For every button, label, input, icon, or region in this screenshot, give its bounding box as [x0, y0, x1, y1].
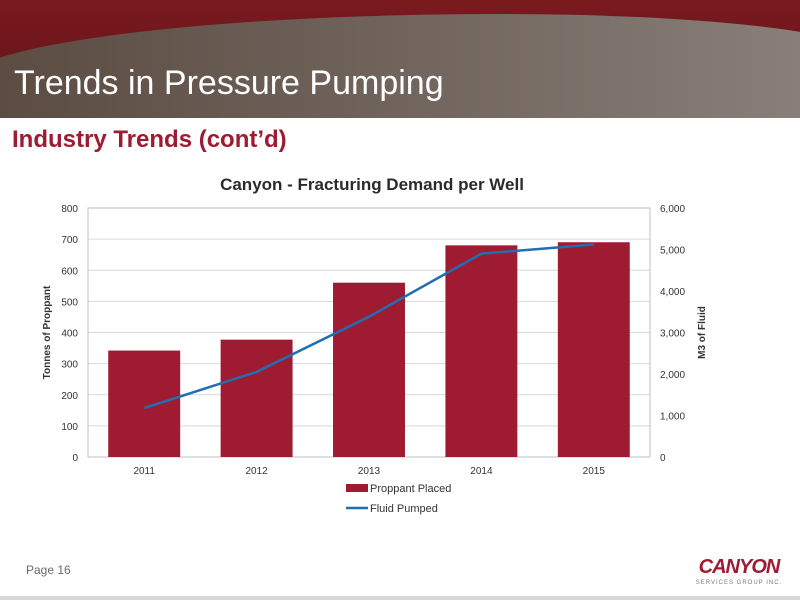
y-tick-label: 300 — [61, 360, 78, 371]
section-subtitle: Industry Trends (cont’d) — [12, 126, 287, 153]
legend-label-proppant: Proppant Placed — [370, 483, 451, 495]
x-tick-label: 2015 — [583, 466, 606, 477]
y2-tick-label: 0 — [660, 453, 666, 464]
fracturing-demand-chart: 0 100 200 300 400 500 600 700 800 0 1,000 2,000 3,00… — [42, 175, 708, 515]
footer-divider — [0, 596, 800, 600]
bar-proppant-2012 — [220, 339, 293, 457]
logo-subtext: SERVICES GROUP INC. — [695, 580, 783, 586]
page-title: Trends in Pressure Pumping — [14, 64, 444, 102]
y-tick-label: 600 — [61, 266, 78, 277]
bar-proppant-2013 — [333, 282, 405, 457]
y-tick-label: 0 — [72, 453, 78, 464]
x-tick-label: 2014 — [470, 466, 493, 477]
y-tick-label: 200 — [61, 391, 78, 402]
y2-tick-label: 1,000 — [660, 412, 685, 423]
page-number: Page 16 — [26, 563, 71, 577]
y-tick-label: 100 — [61, 422, 78, 433]
logo-text: CANYON — [698, 556, 781, 578]
y2-tick-label: 4,000 — [660, 287, 685, 298]
x-tick-label: 2011 — [133, 466, 155, 477]
y2-tick-label: 3,000 — [660, 329, 685, 340]
header-banner: Trends in Pressure Pumping — [0, 0, 800, 118]
x-tick-label: 2013 — [358, 466, 381, 477]
y-tick-label: 400 — [61, 329, 78, 340]
y-tick-label: 500 — [61, 297, 78, 308]
chart-title: Canyon - Fracturing Demand per Well — [220, 175, 524, 194]
y2-axis-label: M3 of Fluid — [697, 306, 708, 359]
canyon-logo: CANYON SERVICES GROUP INC. — [684, 556, 794, 592]
legend-label-fluid: Fluid Pumped — [370, 503, 438, 515]
y2-tick-label: 6,000 — [660, 204, 685, 215]
y-tick-label: 700 — [61, 235, 78, 246]
y-tick-label: 800 — [61, 204, 78, 215]
bar-proppant-2014 — [445, 245, 518, 457]
y2-tick-label: 5,000 — [660, 246, 685, 257]
legend-swatch-proppant — [346, 484, 368, 492]
x-tick-label: 2012 — [245, 466, 268, 477]
bar-proppant-2011 — [108, 350, 181, 457]
y-axis-label: Tonnes of Proppant — [42, 285, 53, 379]
bar-proppant-2015 — [557, 242, 630, 457]
y2-tick-label: 2,000 — [660, 370, 685, 381]
